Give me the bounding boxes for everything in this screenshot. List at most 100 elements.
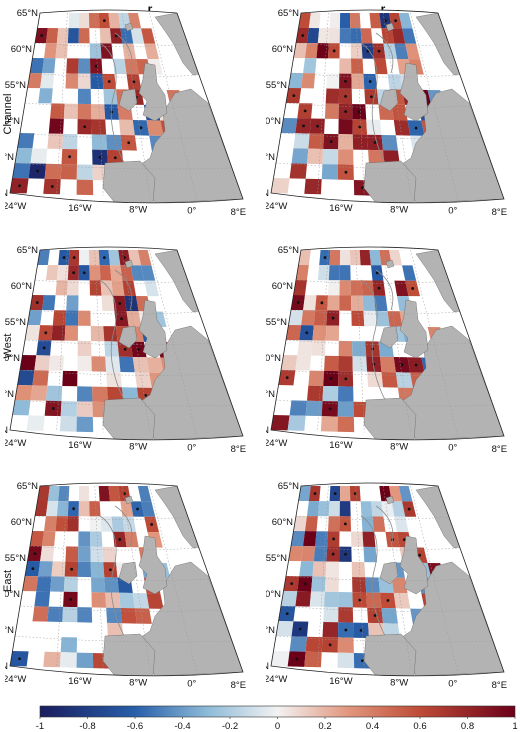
colorbar-tick-label: -0.2 (222, 721, 238, 732)
significance-dot (377, 49, 381, 53)
grid-cell (67, 28, 79, 44)
latitude-label: 45°N (5, 625, 14, 636)
significance-dot (123, 256, 126, 260)
grid-cell (306, 28, 320, 44)
map-content: 65°N 60°N 55°N 50°N 45°N 40°N 24°W 16°W 8°W 0° 8°E (5, 481, 246, 691)
grid-cell (352, 134, 369, 150)
grid-cell (308, 133, 325, 149)
grid-cell (134, 608, 152, 624)
grid-cell (301, 310, 316, 326)
significance-dot (109, 568, 112, 572)
significance-dot (343, 522, 347, 526)
longitude-label: 8°E (492, 680, 507, 691)
grid-cell (77, 356, 92, 372)
grid-cell (91, 104, 106, 120)
grid-cell (374, 58, 388, 75)
grid-cell (338, 386, 354, 402)
grid-cell (369, 13, 382, 29)
grid-cell (339, 58, 352, 74)
grid-cell (43, 651, 61, 668)
grid-cell (296, 265, 309, 281)
grid-cell (328, 265, 340, 281)
grid-cell (305, 400, 323, 417)
grid-cell (339, 13, 351, 29)
grid-cell (299, 561, 314, 577)
longitude-label: 8°W (129, 677, 147, 688)
grid-cell (381, 28, 395, 44)
significance-dot (107, 80, 111, 83)
significance-dot (42, 346, 46, 350)
latitude-label: 65°N (17, 481, 38, 492)
grid-cell (134, 372, 152, 388)
grid-cell (99, 265, 112, 281)
grid-cell (387, 311, 403, 327)
grid-cell (324, 103, 339, 119)
grid-cell (76, 164, 93, 180)
grid-cell (288, 310, 304, 326)
significance-dot (303, 582, 307, 586)
column-title-text: r (147, 2, 153, 16)
significance-dot (371, 347, 375, 351)
significance-dot (118, 302, 122, 305)
grid-cell (365, 577, 380, 593)
significance-dot (290, 582, 294, 586)
grid-cell (77, 103, 92, 120)
latitude-label: 40°N (266, 661, 269, 672)
latitude-label: 50°N (266, 353, 281, 364)
significance-dot (414, 363, 418, 367)
grid-cell (59, 416, 77, 432)
longitude-label: 0° (448, 443, 457, 454)
grid-cell (44, 43, 57, 59)
grid-cell (78, 28, 90, 44)
grid-cell (65, 546, 79, 562)
significance-dot (328, 643, 332, 647)
significance-dot (137, 348, 141, 351)
grid-cell (361, 516, 374, 532)
grid-cell (312, 561, 327, 577)
grid-cell (52, 310, 67, 326)
grid-cell (339, 250, 351, 266)
longitude-label: 24°W (5, 201, 26, 212)
latitude-label: 55°N (266, 553, 287, 564)
significance-dot (359, 628, 363, 632)
grid-cell (362, 295, 376, 311)
grid-cell (293, 516, 307, 532)
grid-cell (381, 372, 398, 388)
longitude-label: 0° (187, 206, 196, 217)
grid-cell (66, 58, 79, 74)
significance-dot (377, 286, 381, 290)
grid-cell (324, 591, 339, 608)
grid-cell (371, 501, 384, 517)
grid-cell (78, 486, 90, 502)
grid-cell (293, 280, 307, 296)
grid-cell (304, 651, 322, 668)
grid-cell (295, 591, 312, 607)
grid-cell (77, 340, 92, 357)
grid-cell (56, 265, 69, 281)
significance-dot (344, 79, 347, 83)
grid-cell (393, 120, 411, 136)
grid-cell (56, 501, 69, 517)
grid-cell (103, 326, 118, 342)
grid-cell (338, 356, 353, 372)
latitude-label: 40°N (5, 661, 8, 672)
grid-cell (317, 501, 330, 517)
latitude-label: 60°N (11, 281, 32, 292)
grid-cell (63, 576, 78, 592)
grid-cell (393, 593, 411, 609)
grid-cell (362, 531, 376, 547)
longitude-label: 16°W (329, 676, 352, 687)
significance-dot (123, 347, 127, 351)
significance-dot (110, 110, 114, 114)
column-title-r: r (130, 2, 170, 16)
grid-cell (398, 486, 413, 502)
grid-cell (350, 280, 363, 296)
grid-cell (301, 73, 316, 89)
colorbar-tick-label: -0.6 (127, 721, 143, 732)
significance-dot (51, 407, 55, 410)
grid-cell (395, 372, 413, 388)
grid-cell (308, 13, 321, 29)
latitude-label: 55°N (5, 317, 26, 328)
grid-cell (42, 295, 56, 311)
grid-cell (78, 531, 91, 547)
